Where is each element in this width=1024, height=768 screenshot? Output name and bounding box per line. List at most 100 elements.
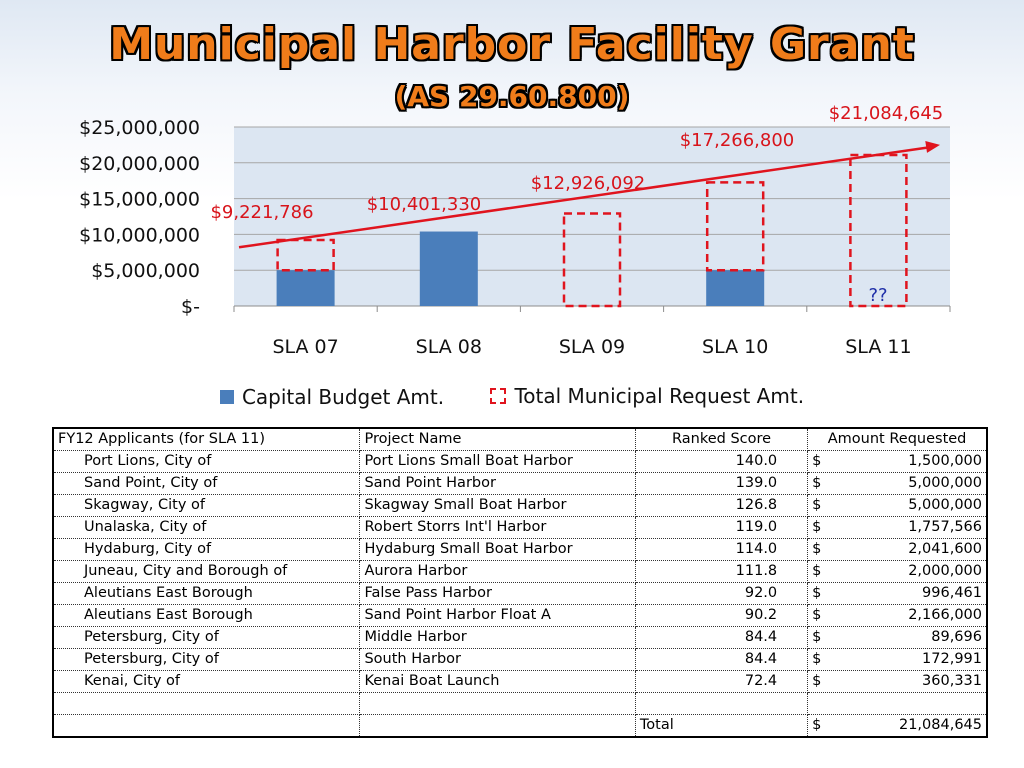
- cell-currency: $: [812, 563, 822, 579]
- table-row: Kenai, City of Kenai Boat Launch 72.4 $360,…: [52, 670, 988, 693]
- cell-amount: $172,991: [807, 648, 988, 671]
- cell-score: 72.4: [634, 670, 809, 693]
- cell-amount: $89,696: [807, 626, 988, 649]
- cell-currency: $: [812, 519, 822, 535]
- cell-currency: $: [812, 673, 822, 689]
- cell-currency: $: [812, 629, 822, 645]
- table-row-blank: [52, 692, 988, 715]
- cell-score: 84.4: [634, 626, 809, 649]
- x-tick-label: SLA 11: [845, 336, 911, 358]
- cell-score: 111.8: [634, 560, 809, 583]
- bar-total-request: [276, 238, 335, 272]
- applicants-table: FY12 Applicants (for SLA 11) Project Nam…: [52, 427, 988, 738]
- y-tick-label: $15,000,000: [79, 189, 200, 211]
- cell-project: Sand Point Harbor Float A: [359, 604, 636, 627]
- y-tick-label: $10,000,000: [79, 224, 200, 246]
- cell-score: 92.0: [634, 582, 809, 605]
- cell-applicant: Skagway, City of: [52, 494, 361, 517]
- cell-amount-value: 2,000,000: [908, 563, 982, 579]
- cell-amount: $1,500,000: [807, 450, 988, 473]
- header-project: Project Name: [359, 427, 636, 451]
- cell-project: Kenai Boat Launch: [359, 670, 636, 693]
- cell-score: 126.8: [634, 494, 809, 517]
- cell-amount: $360,331: [807, 670, 988, 693]
- cell-blank: [807, 692, 988, 715]
- legend-swatch-total: [490, 388, 507, 404]
- cell-applicant: Aleutians East Borough: [52, 604, 361, 627]
- total-amount: $21,084,645: [807, 714, 988, 738]
- table-row: Petersburg, City of Middle Harbor 84.4 $89,…: [52, 626, 988, 649]
- cell-project: Sand Point Harbor: [359, 472, 636, 495]
- cell-blank: [634, 692, 809, 715]
- legend-item-capital: Capital Budget Amt.: [219, 385, 445, 409]
- cell-amount: $5,000,000: [807, 472, 988, 495]
- data-label: $17,266,800: [680, 130, 795, 151]
- cell-project: False Pass Harbor: [359, 582, 636, 605]
- legend-label-total: Total Municipal Request Amt.: [514, 384, 805, 408]
- table-row: Skagway, City of Skagway Small Boat Harbo…: [52, 494, 988, 517]
- cell-amount-value: 5,000,000: [908, 497, 982, 513]
- data-label: $9,221,786: [210, 202, 313, 223]
- cell-score: 119.0: [634, 516, 809, 539]
- table-row: Sand Point, City of Sand Point Harbor 139.…: [52, 472, 988, 495]
- cell-project: Hydaburg Small Boat Harbor: [359, 538, 636, 561]
- cell-amount-value: 172,991: [922, 651, 982, 667]
- trend-arrowhead: [925, 140, 940, 153]
- chart-legend: Capital Budget Amt. Total Municipal Requ…: [0, 384, 1024, 409]
- cell-currency: $: [812, 541, 822, 557]
- cell-amount-value: 1,500,000: [908, 453, 982, 469]
- cell-score: 139.0: [634, 472, 809, 495]
- y-tick-label: $-: [181, 296, 200, 318]
- header-score: Ranked Score: [634, 427, 809, 451]
- cell-amount: $1,757,566: [807, 516, 988, 539]
- table-row: Petersburg, City of South Harbor 84.4 $172,…: [52, 648, 988, 671]
- cell-blank: [52, 714, 361, 738]
- cell-project: Port Lions Small Boat Harbor: [359, 450, 636, 473]
- bar-capital: [276, 270, 335, 306]
- table-header-row: FY12 Applicants (for SLA 11) Project Nam…: [52, 427, 988, 451]
- plot-area: [234, 127, 950, 306]
- cell-applicant: Aleutians East Borough: [52, 582, 361, 605]
- cell-currency: $: [812, 651, 822, 667]
- y-tick-label: $25,000,000: [79, 117, 200, 139]
- cell-amount: $2,041,600: [807, 538, 988, 561]
- x-tick-label: SLA 08: [416, 336, 482, 358]
- cell-applicant: Kenai, City of: [52, 670, 361, 693]
- cell-applicant: Unalaska, City of: [52, 516, 361, 539]
- total-amount-value: 21,084,645: [898, 717, 982, 733]
- cell-amount-value: 996,461: [922, 585, 982, 601]
- cell-score: 90.2: [634, 604, 809, 627]
- bar-capital: [706, 270, 765, 306]
- data-label: $10,401,330: [367, 194, 482, 215]
- cell-amount-value: 89,696: [931, 629, 982, 645]
- cell-applicant: Hydaburg, City of: [52, 538, 361, 561]
- cell-amount-value: 2,166,000: [908, 607, 982, 623]
- cell-applicant: Port Lions, City of: [52, 450, 361, 473]
- cell-amount-value: 360,331: [922, 673, 982, 689]
- header-amount: Amount Requested: [807, 427, 988, 451]
- cell-blank: [359, 714, 636, 738]
- data-label: $12,926,092: [531, 173, 646, 194]
- cell-project: Robert Storrs Int'l Harbor: [359, 516, 636, 539]
- page-title: Municipal Harbor Facility Grant: [109, 19, 915, 70]
- cell-amount-value: 5,000,000: [908, 475, 982, 491]
- cell-project: Middle Harbor: [359, 626, 636, 649]
- trend-line: [238, 146, 929, 249]
- y-tick-label: $5,000,000: [91, 260, 200, 282]
- legend-item-total: Total Municipal Request Amt.: [490, 384, 804, 408]
- unknown-capital-label: ??: [868, 285, 887, 306]
- x-tick-label: SLA 10: [702, 336, 768, 358]
- cell-amount: $5,000,000: [807, 494, 988, 517]
- header-applicant: FY12 Applicants (for SLA 11): [52, 427, 361, 451]
- cell-applicant: Juneau, City and Borough of: [52, 560, 361, 583]
- table-row: Aleutians East Borough False Pass Harbor 9…: [52, 582, 988, 605]
- cell-score: 140.0: [634, 450, 809, 473]
- table-row: Hydaburg, City of Hydaburg Small Boat Har…: [52, 538, 988, 561]
- table-row: Unalaska, City of Robert Storrs Int'l Har…: [52, 516, 988, 539]
- legend-label-capital: Capital Budget Amt.: [241, 385, 445, 409]
- cell-amount-value: 1,757,566: [908, 519, 982, 535]
- table-total-row: Total $21,084,645: [52, 714, 988, 738]
- x-tick-label: SLA 09: [559, 336, 625, 358]
- cell-currency: $: [812, 585, 822, 601]
- cell-applicant: Sand Point, City of: [52, 472, 361, 495]
